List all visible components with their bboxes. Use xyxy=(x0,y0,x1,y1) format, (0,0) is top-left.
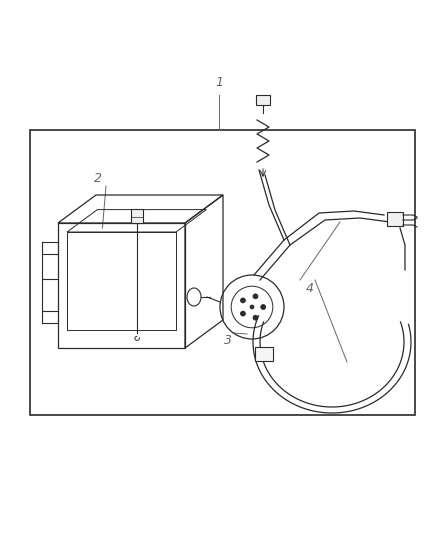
Text: 4: 4 xyxy=(306,281,314,295)
Bar xyxy=(131,209,143,223)
Text: 1: 1 xyxy=(215,77,223,90)
Circle shape xyxy=(261,304,266,310)
Circle shape xyxy=(240,311,245,316)
Circle shape xyxy=(250,305,254,309)
Text: 2: 2 xyxy=(94,172,102,184)
Bar xyxy=(30,130,415,415)
Circle shape xyxy=(253,294,258,299)
Circle shape xyxy=(240,298,245,303)
Bar xyxy=(255,347,273,361)
Text: 3: 3 xyxy=(224,335,232,348)
Circle shape xyxy=(253,315,258,320)
Bar xyxy=(256,95,270,105)
Bar xyxy=(387,212,403,226)
